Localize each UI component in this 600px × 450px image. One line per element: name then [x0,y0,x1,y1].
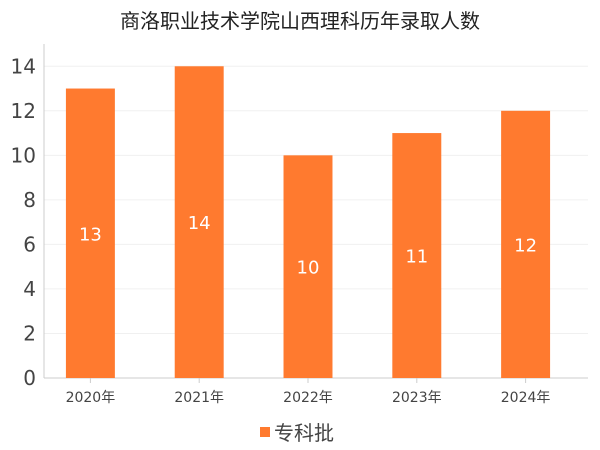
x-tick-label: 2020年 [66,390,116,406]
x-tick-label: 2024年 [501,390,551,406]
bar-value-label: 14 [188,213,211,234]
y-tick-label: 14 [11,54,36,78]
y-tick-label: 0 [23,366,36,390]
bar [65,88,115,379]
bar [501,110,551,379]
legend-swatch [260,427,270,437]
bar-value-label: 11 [405,247,428,268]
bar [392,133,442,378]
axes: 0 2 4 6 8 10 12 14 2020年 2021年 2022年 2023年 2024年 [11,44,588,406]
legend-label-zhuankepi: 专科批 [274,421,334,445]
y-tick-label: 2 [23,321,36,345]
y-tick-label: 12 [11,99,36,123]
bar-value-label: 13 [79,224,102,245]
bar [283,155,333,378]
bar-value-label: 12 [514,235,537,256]
bar [174,66,224,379]
chart-title: 商洛职业技术学院山西理科历年录取人数 [120,9,480,33]
legend: 专科批 [260,421,334,445]
y-tick-label: 8 [23,188,36,212]
x-tick-label: 2021年 [174,390,224,406]
x-tick-label: 2023年 [392,390,442,406]
x-tick-label: 2022年 [283,390,333,406]
bar-value-label: 10 [297,258,320,279]
bars: 13 14 10 11 12 [65,66,551,379]
y-tick-label: 10 [11,143,36,167]
y-tick-label: 4 [23,277,36,301]
y-tick-label: 6 [23,232,36,256]
